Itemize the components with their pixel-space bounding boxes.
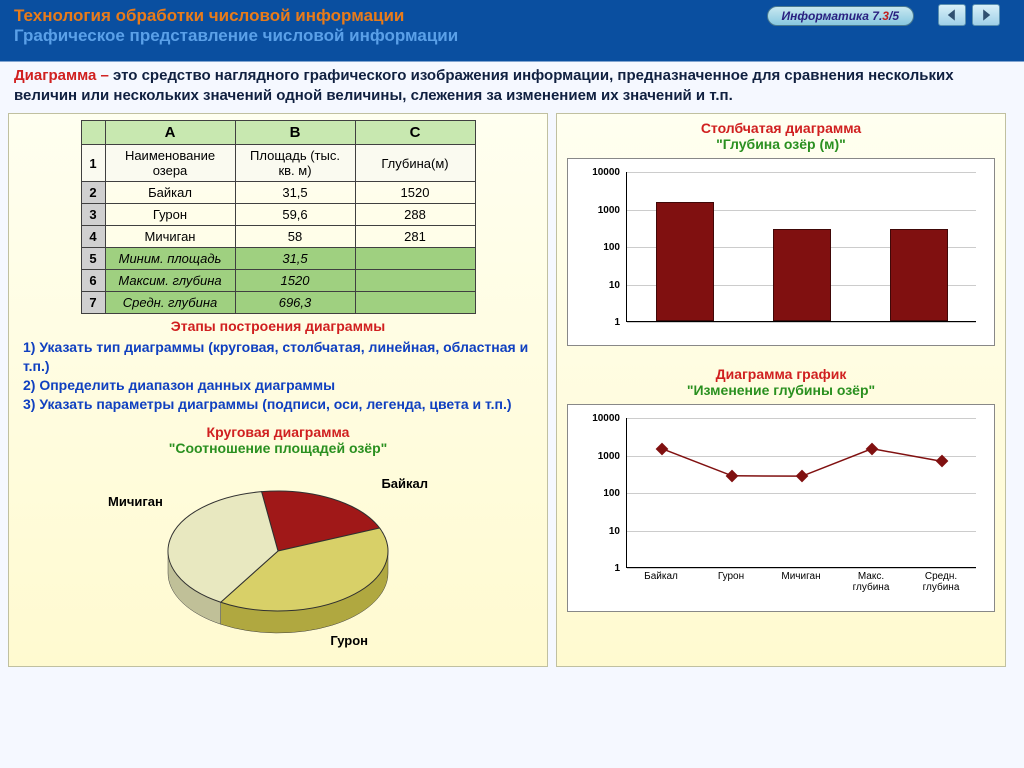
next-button[interactable]: [972, 4, 1000, 26]
col-header-c: C: [355, 121, 475, 145]
nav-buttons: [938, 4, 1000, 26]
bar-chart-title: Столбчатая диаграмма "Глубина озёр (м)": [567, 120, 995, 152]
left-panel: A B C 1 Наименование озера Площадь (тыс.…: [8, 113, 548, 667]
pie-label-guron: Гурон: [330, 633, 368, 648]
header: Технология обработки числовой информации…: [0, 0, 1024, 62]
table-corner: [81, 121, 105, 145]
bar-chart: 110100100010000: [567, 158, 995, 346]
line-chart-title: Диаграмма график "Изменение глубины озёр…: [567, 366, 995, 398]
step-2: 2) Определить диапазон данных диаграммы: [23, 376, 537, 395]
step-1: 1) Указать тип диаграммы (круговая, стол…: [23, 338, 537, 376]
description: Диаграмма – это средство наглядного граф…: [0, 62, 1024, 113]
line-chart: 110100100010000БайкалГуронМичиганМакс.гл…: [567, 404, 995, 612]
pie-label-baikal: Байкал: [381, 476, 428, 491]
definition: это средство наглядного графического изо…: [14, 67, 954, 104]
pie-title: Круговая диаграмма "Соотношение площадей…: [19, 424, 537, 456]
pie-chart: Байкал Гурон Мичиган: [88, 456, 468, 656]
right-panel: Столбчатая диаграмма "Глубина озёр (м)" …: [556, 113, 1006, 667]
steps-title: Этапы построения диаграммы: [19, 318, 537, 334]
prev-button[interactable]: [938, 4, 966, 26]
step-3: 3) Указать параметры диаграммы (подписи,…: [23, 395, 537, 414]
page-indicator: Информатика 7.3/5: [767, 6, 915, 26]
data-table: A B C 1 Наименование озера Площадь (тыс.…: [81, 120, 476, 314]
col-header-b: B: [235, 121, 355, 145]
title-line-2: Графическое представление числовой инфор…: [14, 26, 1010, 46]
term: Диаграмма –: [14, 67, 109, 84]
col-header-a: A: [105, 121, 235, 145]
steps-list: 1) Указать тип диаграммы (круговая, стол…: [19, 338, 537, 414]
pie-label-michigan: Мичиган: [108, 494, 163, 509]
